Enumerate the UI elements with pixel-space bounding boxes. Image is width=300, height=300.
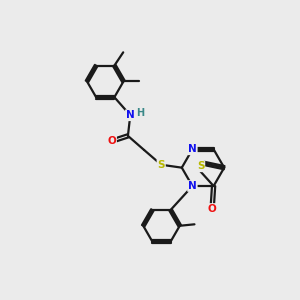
Text: O: O <box>208 204 217 214</box>
Text: H: H <box>136 108 144 118</box>
Text: S: S <box>197 161 204 171</box>
Text: N: N <box>188 144 197 154</box>
Text: O: O <box>107 136 116 146</box>
Text: N: N <box>126 110 135 120</box>
Text: S: S <box>158 160 165 170</box>
Text: N: N <box>188 181 197 191</box>
